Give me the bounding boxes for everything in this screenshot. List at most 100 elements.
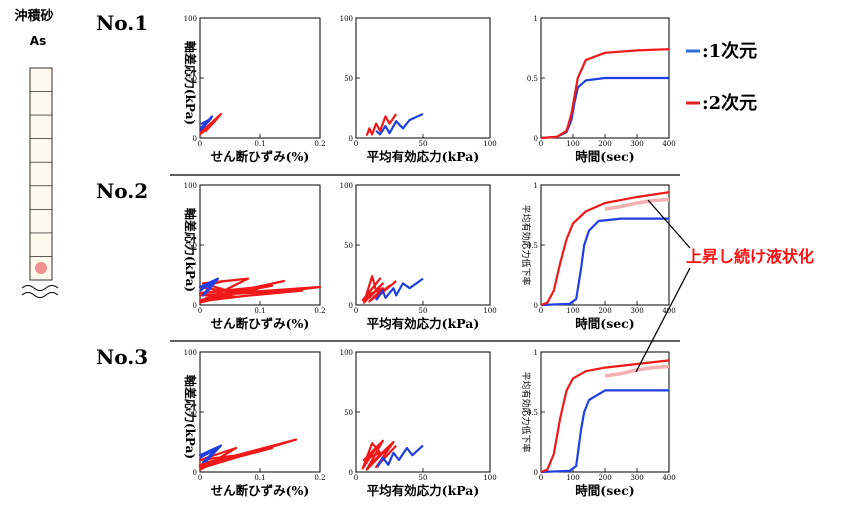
x-tick-label: 100 <box>566 140 579 148</box>
y-tick-label: 0 <box>349 135 353 143</box>
y-tick-label: 0 <box>349 302 353 310</box>
x-tick-label: 400 <box>662 307 675 315</box>
x-tick-label: 200 <box>598 474 611 482</box>
y-tick-label: 100 <box>340 182 353 190</box>
chart-panel: 0 100 200 300 400 0 0.5 1 時間(sec) 平均有効応力低下率 <box>520 349 676 498</box>
row-label: No.1 <box>96 11 148 35</box>
x-tick-label: 0 <box>354 474 358 482</box>
series-line-red <box>361 439 398 471</box>
series-line-blue <box>198 277 220 297</box>
series-line-blue <box>375 277 424 301</box>
x-tick-label: 0 <box>539 307 543 315</box>
x-tick-label: 100 <box>483 307 496 315</box>
y-tick-label: 1 <box>534 182 538 190</box>
y-tick-label: 0 <box>534 469 538 477</box>
y-axis-label: 軸差応力(kPa) <box>183 208 198 292</box>
chart-panel: 0 100 200 300 400 0 0.5 1 時間(sec) 平均有効応力低下率 <box>520 182 676 331</box>
x-tick-label: 0.2 <box>314 307 325 315</box>
x-tick-label: 100 <box>483 140 496 148</box>
column-title: 沖積砂 <box>14 8 53 24</box>
x-tick-label: 0 <box>198 140 202 148</box>
y-tick-label: 50 <box>188 75 197 83</box>
plot-frame <box>355 184 491 306</box>
y-tick-label: 0 <box>193 135 197 143</box>
y-tick-label: 50 <box>188 242 197 250</box>
y-axis-label: 軸差応力(kPa) <box>183 41 198 125</box>
y-tick-label: 0 <box>193 302 197 310</box>
series-line-red <box>540 191 670 307</box>
y-tick-label: 50 <box>344 242 353 250</box>
series-line-red <box>361 275 397 304</box>
x-axis-label: 時間(sec) <box>575 316 634 331</box>
plot-frame <box>199 17 321 139</box>
measurement-point-marker <box>35 262 47 274</box>
plot-frame <box>355 17 491 139</box>
x-tick-label: 400 <box>662 474 675 482</box>
x-tick-label: 50 <box>419 307 428 315</box>
chart-panel: 0 100 200 300 400 0 0.5 1 時間(sec) <box>527 15 676 164</box>
x-axis-label: せん断ひずみ(%) <box>211 149 310 164</box>
x-tick-label: 200 <box>598 307 611 315</box>
x-tick-label: 200 <box>598 140 611 148</box>
series-line-pink <box>604 197 670 211</box>
x-axis-label: せん断ひずみ(%) <box>211 483 310 498</box>
y-tick-label: 0 <box>534 135 538 143</box>
x-axis-label: 時間(sec) <box>575 149 634 164</box>
plot-frame <box>540 184 670 306</box>
soil-column <box>29 67 53 281</box>
y-tick-label: 50 <box>188 409 197 417</box>
x-tick-label: 0.2 <box>314 140 325 148</box>
series-line-red <box>540 359 670 474</box>
row-label: No.2 <box>96 179 148 203</box>
y-tick-label: 100 <box>340 15 353 23</box>
y-axis-label: 軸差応力(kPa) <box>183 375 198 459</box>
chart-panel: 0 0.1 0.2 0 50 100 せん断ひずみ(%) 軸差応力(kPa) <box>183 15 326 164</box>
x-tick-label: 400 <box>662 140 675 148</box>
y-tick-label: 100 <box>184 349 197 357</box>
y-axis-label: 平均有効応力低下率 <box>520 371 532 452</box>
y-tick-label: 0.5 <box>527 242 538 250</box>
legend-label: :1次元 <box>702 40 757 62</box>
annotation-text: 上昇し続け液状化 <box>686 247 814 266</box>
x-tick-label: 50 <box>419 474 428 482</box>
x-tick-label: 0 <box>539 140 543 148</box>
y-tick-label: 50 <box>344 409 353 417</box>
series-line-red <box>198 277 322 304</box>
annotation-pointer <box>647 199 691 249</box>
column-sublabel: As <box>30 34 46 48</box>
series-line-blue <box>540 389 669 474</box>
series-line-blue <box>540 217 669 307</box>
chart-panel: 0 0.1 0.2 0 50 100 せん断ひずみ(%) 軸差応力(kPa) <box>183 349 326 498</box>
x-tick-label: 0.2 <box>314 474 325 482</box>
annotation-pointer <box>635 267 691 373</box>
y-tick-label: 1 <box>534 349 538 357</box>
x-axis-label: せん断ひずみ(%) <box>211 316 310 331</box>
x-tick-label: 0 <box>198 474 202 482</box>
x-tick-label: 300 <box>630 307 643 315</box>
y-tick-label: 0.5 <box>527 75 538 83</box>
x-tick-label: 300 <box>630 474 643 482</box>
series-line-red <box>199 112 223 136</box>
x-axis-label: 時間(sec) <box>575 483 634 498</box>
series-line-blue <box>199 115 214 133</box>
chart-panel: 0 0.1 0.2 0 50 100 せん断ひずみ(%) 軸差応力(kPa) <box>183 182 326 331</box>
x-tick-label: 0 <box>354 307 358 315</box>
plot-frame <box>540 351 670 473</box>
x-tick-label: 100 <box>483 474 496 482</box>
x-tick-label: 50 <box>419 140 428 148</box>
x-axis-label: 平均有効応力(kPa) <box>367 149 480 164</box>
series-line-blue <box>198 444 223 464</box>
row-label: No.3 <box>96 345 148 369</box>
x-tick-label: 0 <box>539 474 543 482</box>
y-tick-label: 50 <box>344 75 353 83</box>
series-line-blue <box>375 112 424 136</box>
x-tick-label: 0.1 <box>254 140 265 148</box>
x-tick-label: 0.1 <box>254 307 265 315</box>
x-tick-label: 0 <box>198 307 202 315</box>
y-tick-label: 100 <box>184 182 197 190</box>
y-tick-label: 0 <box>534 302 538 310</box>
